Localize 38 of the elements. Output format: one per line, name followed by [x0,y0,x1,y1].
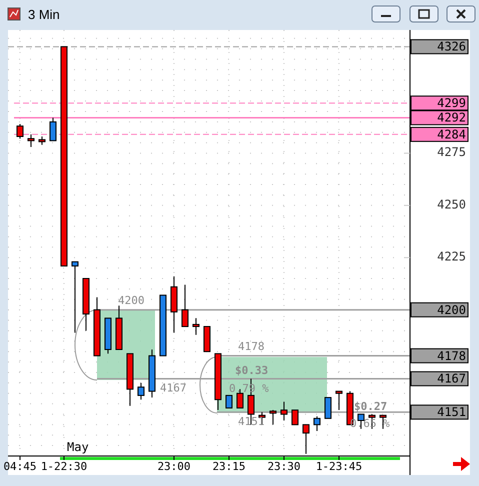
candlestick [16,123,24,140]
ref-line-label: 4326 [437,40,466,54]
ref-line-label: 4178 [437,349,466,364]
x-tick-label: 1-22:30 [40,460,88,473]
annotation: 4167 [160,382,186,395]
x-tick-label: 23:30 [267,460,301,473]
ref-line-label: 4284 [437,128,466,142]
x-tick-label: 04:45 [3,460,37,473]
candlestick [314,416,320,432]
x-tick-label: 23:15 [212,460,246,473]
ref-line-label: 4151 [437,405,466,420]
candlestick [28,134,34,148]
ref-line-label: 4292 [437,110,466,125]
candlestick [336,390,342,411]
candlestick [292,410,298,426]
y-tick-label: 4225 [437,250,466,264]
annotation: May [67,440,89,454]
candlestick [138,382,144,400]
ref-line-label: 4299 [437,96,466,110]
candlestick [280,401,288,421]
candlestick [50,117,56,142]
y-tick-label: 4275 [437,145,466,160]
candlestick [72,261,78,334]
annotation: $0.27 [354,400,388,413]
candlestick [182,284,188,328]
candlestick [226,394,232,408]
candlestick [192,318,200,336]
ref-line-label: 4200 [437,303,466,318]
candlestick [270,410,276,426]
ref-line-label: 4167 [437,372,466,386]
y-tick-label: 4250 [437,198,466,212]
x-tick-label: 1-23:45 [316,460,362,473]
annotation: 4178 [238,340,264,353]
x-tick-label: 23:00 [157,460,191,473]
chart-title: 3 Min [28,7,60,22]
annotation: 4200 [118,294,144,307]
candlestick [324,397,332,419]
annotation: $0.33 [235,364,268,377]
